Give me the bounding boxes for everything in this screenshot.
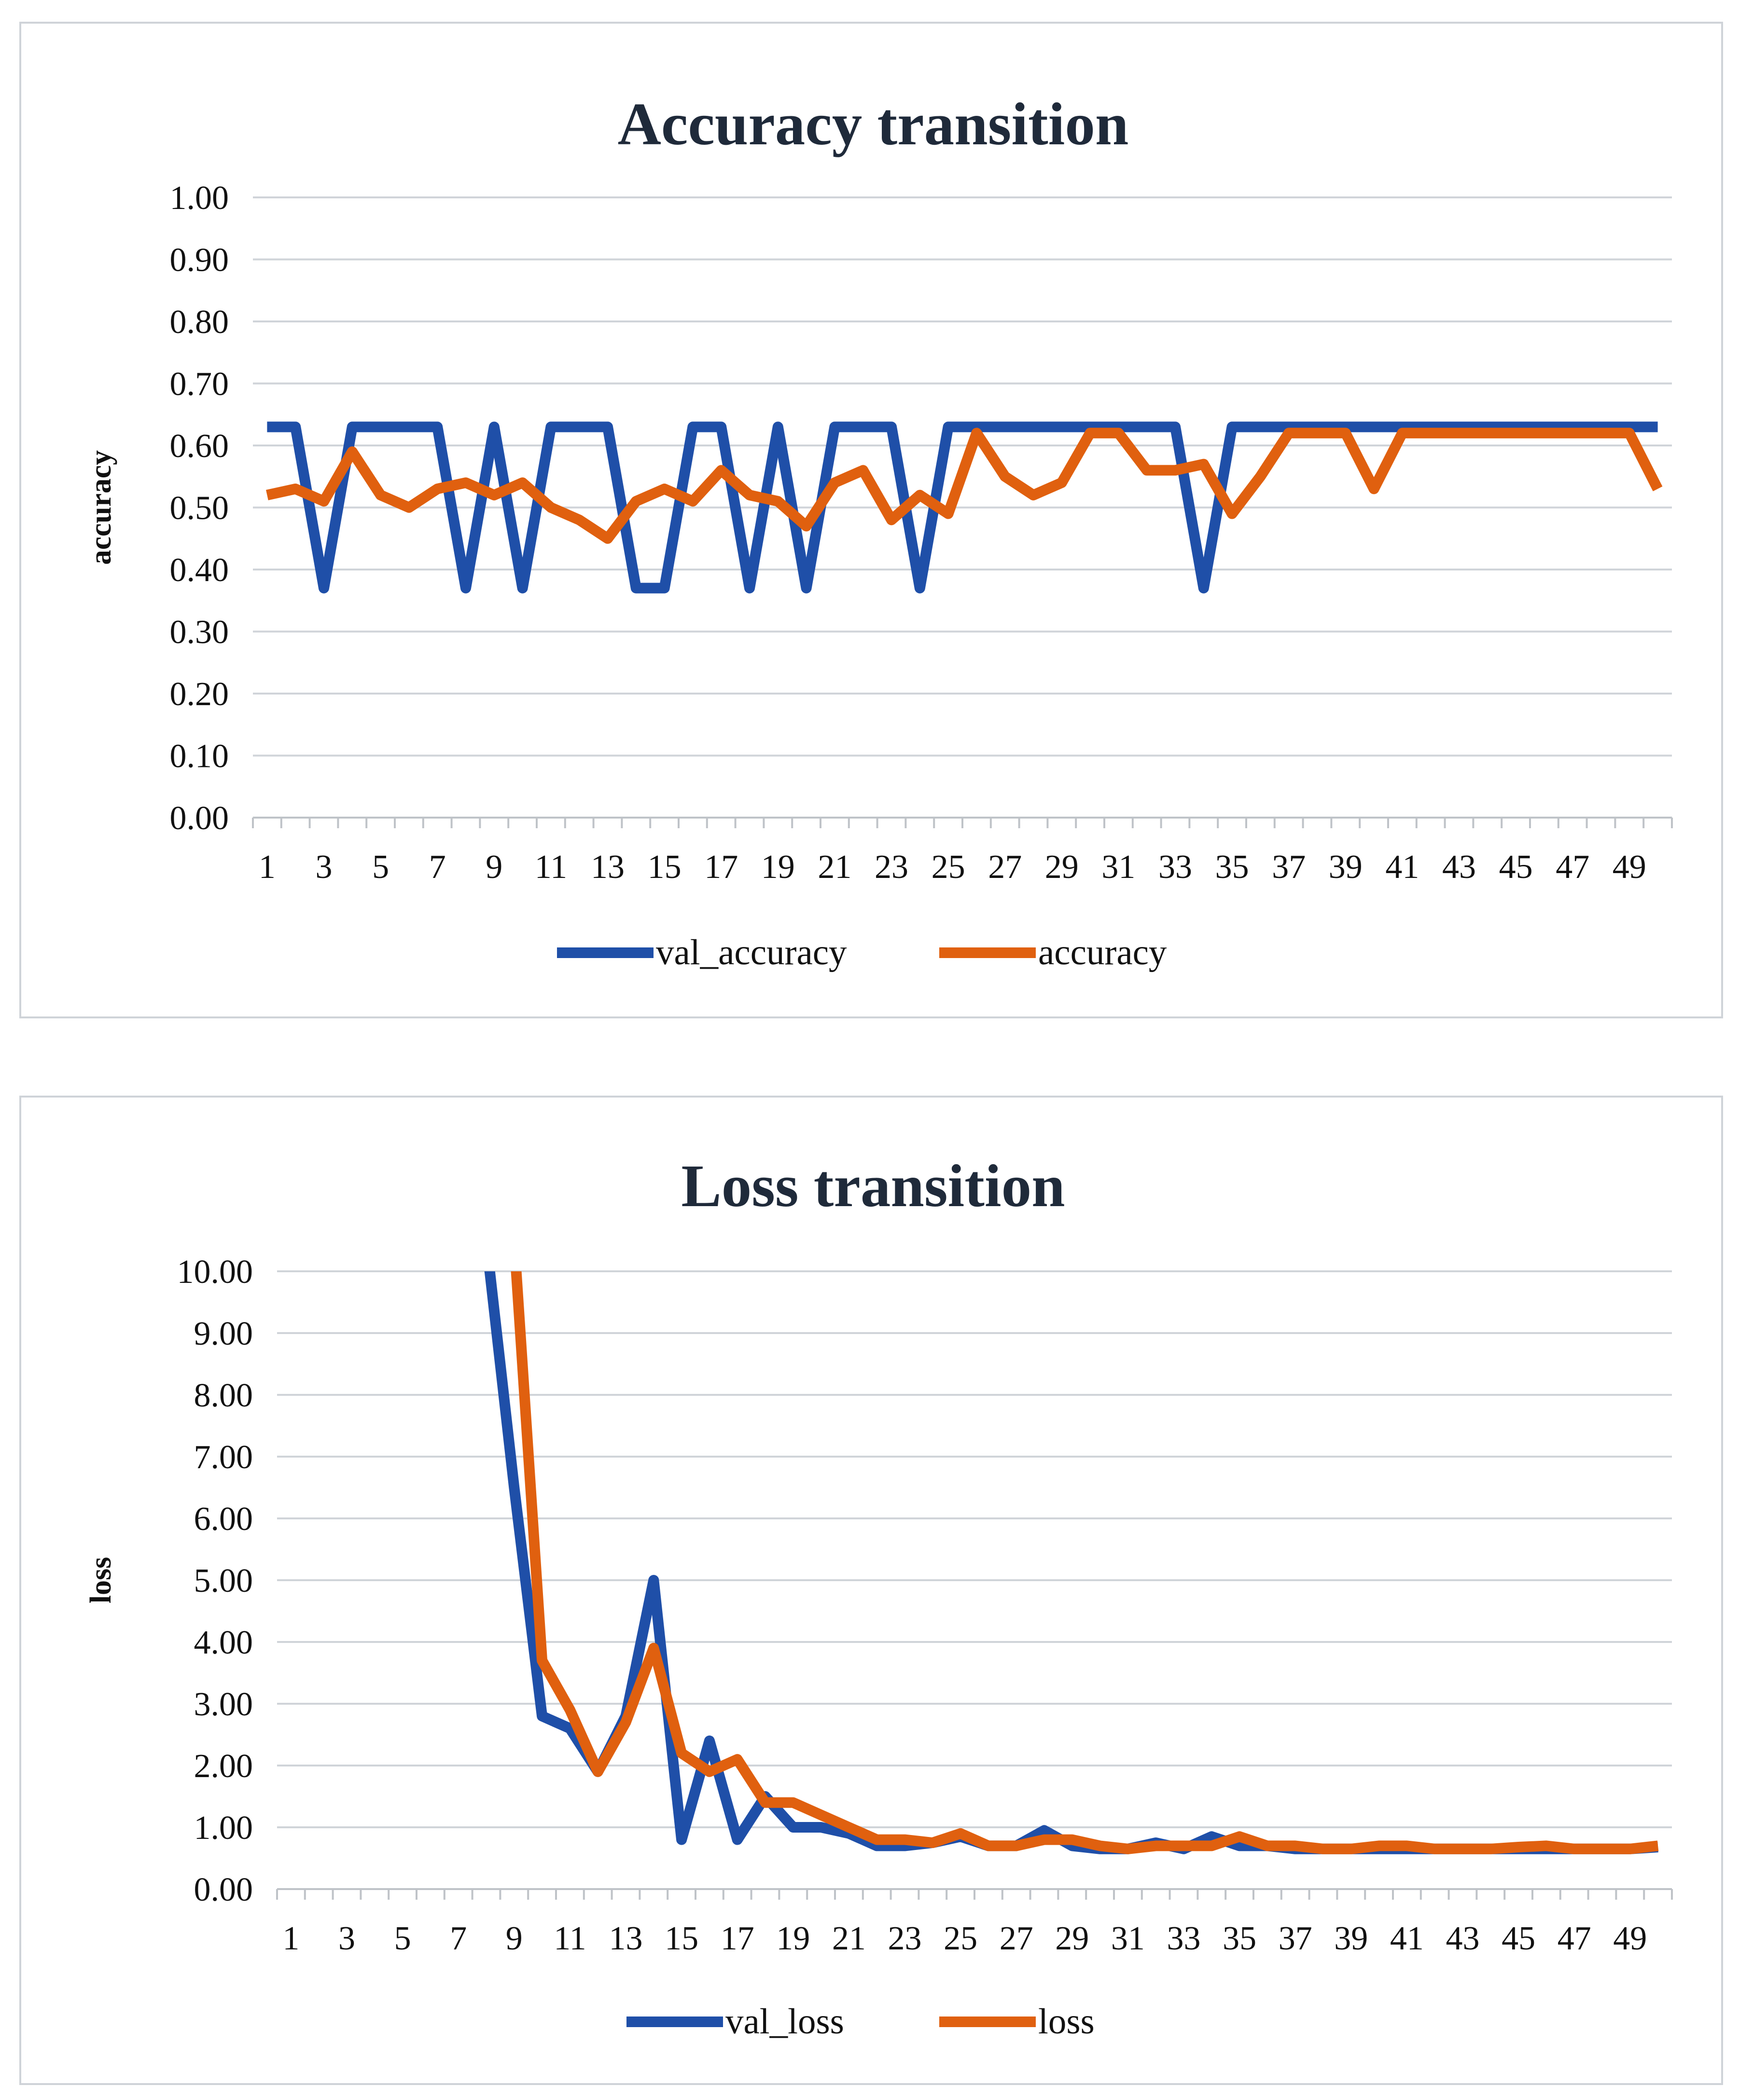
loss-y-tick-label: 3.00 (194, 1686, 253, 1723)
loss-x-tick-label: 15 (665, 1920, 698, 1957)
accuracy-x-tick-label: 27 (988, 848, 1022, 886)
accuracy-y-tick-label: 0.20 (170, 676, 229, 713)
accuracy-y-tick-label: 0.80 (170, 304, 229, 341)
loss-x-tick-label: 13 (609, 1920, 643, 1957)
accuracy-y-tick-label: 0.60 (170, 428, 229, 465)
legend-label-loss: loss (1038, 2002, 1095, 2042)
accuracy-series-line-accuracy (266, 428, 1663, 544)
loss-x-tick-label: 7 (450, 1920, 467, 1957)
loss-series-line-val-loss (484, 1271, 1658, 1854)
loss-y-tick-label: 9.00 (194, 1315, 253, 1352)
loss-y-axis-label: loss (84, 1557, 117, 1603)
accuracy-y-tick-label: 1.00 (170, 180, 229, 217)
loss-x-tick-label: 39 (1334, 1920, 1368, 1957)
accuracy-chart-title: Accuracy transition (618, 91, 1129, 158)
legend-label-accuracy: accuracy (1038, 932, 1167, 973)
loss-x-tick-label: 33 (1167, 1920, 1201, 1957)
accuracy-x-tick-label: 11 (535, 848, 567, 886)
loss-chart-panel: Loss transition loss 0.00 1.00 2.00 3.00 4.00 5… (19, 1096, 1723, 2085)
accuracy-y-tick-label: 0.30 (170, 614, 229, 651)
accuracy-x-tick-label: 3 (316, 848, 333, 886)
accuracy-x-tick-label: 9 (486, 848, 502, 886)
accuracy-x-tick-label: 45 (1499, 848, 1533, 886)
accuracy-x-tick-label: 21 (818, 848, 851, 886)
loss-series-line-loss (511, 1271, 1659, 1854)
accuracy-x-tick-label: 39 (1329, 848, 1363, 886)
accuracy-x-tick-label: 15 (648, 848, 682, 886)
loss-x-tick-label: 23 (888, 1920, 922, 1957)
loss-x-tick-label: 31 (1111, 1920, 1145, 1957)
accuracy-y-tick-label: 0.40 (170, 552, 229, 589)
loss-x-tick-label: 17 (721, 1920, 754, 1957)
loss-x-tick-label: 35 (1223, 1920, 1256, 1957)
loss-x-tick-label: 27 (1000, 1920, 1033, 1957)
loss-x-tick-label: 37 (1279, 1920, 1312, 1957)
loss-y-tick-label: 8.00 (194, 1377, 253, 1414)
loss-x-tick-label: 21 (832, 1920, 866, 1957)
loss-x-tick-label: 11 (554, 1920, 586, 1957)
accuracy-x-tick-label: 19 (761, 848, 795, 886)
accuracy-chart-svg: Accuracy transition accuracy 0.00 0.10 0.20 0… (84, 91, 1673, 973)
loss-chart-svg: Loss transition loss 0.00 1.00 2.00 3.00 4.00 5… (84, 1153, 1673, 2042)
accuracy-x-tick-label: 33 (1158, 848, 1192, 886)
accuracy-y-tick-label: 0.70 (170, 366, 229, 403)
accuracy-series-line-val-accuracy (267, 421, 1658, 594)
loss-y-tick-label: 7.00 (194, 1439, 253, 1476)
loss-x-tick-label: 49 (1613, 1920, 1647, 1957)
loss-y-tick-label: 2.00 (194, 1748, 253, 1785)
loss-chart-title: Loss transition (681, 1153, 1065, 1220)
loss-x-tick-label: 45 (1502, 1920, 1535, 1957)
accuracy-legend: val_accuracy accuracy (557, 932, 1167, 973)
loss-x-tick-label: 1 (282, 1920, 299, 1957)
loss-y-tick-label: 4.00 (194, 1624, 253, 1661)
accuracy-x-tick-label: 41 (1385, 848, 1419, 886)
accuracy-y-tick-label: 0.10 (170, 738, 229, 775)
loss-x-tick-label: 41 (1390, 1920, 1424, 1957)
accuracy-x-tick-label: 47 (1556, 848, 1589, 886)
accuracy-chart-panel: Accuracy transition accuracy 0.00 0.10 0.20 0… (19, 22, 1723, 1018)
loss-y-tick-label: 1.00 (194, 1809, 253, 1847)
loss-x-tick-label: 43 (1446, 1920, 1480, 1957)
loss-x-tick-label: 19 (776, 1920, 810, 1957)
loss-y-tick-label: 10.00 (177, 1253, 253, 1291)
loss-x-tick-label: 29 (1055, 1920, 1089, 1957)
accuracy-x-tick-label: 13 (591, 848, 625, 886)
loss-y-tick-label: 6.00 (194, 1501, 253, 1538)
accuracy-x-tick-label: 7 (429, 848, 446, 886)
loss-y-tick-label: 5.00 (194, 1562, 253, 1599)
loss-x-tick-label: 5 (394, 1920, 411, 1957)
accuracy-y-tick-label: 0.00 (170, 800, 229, 837)
loss-x-tick-label: 9 (506, 1920, 523, 1957)
legend-label-val-accuracy: val_accuracy (656, 932, 847, 973)
loss-x-tick-label: 25 (944, 1920, 977, 1957)
loss-legend: val_loss loss (626, 2002, 1095, 2042)
accuracy-x-tick-label: 1 (259, 848, 276, 886)
accuracy-y-axis-label: accuracy (84, 450, 117, 565)
accuracy-x-tick-label: 31 (1101, 848, 1135, 886)
accuracy-x-tick-label: 35 (1215, 848, 1249, 886)
accuracy-y-tick-label: 0.90 (170, 242, 229, 279)
accuracy-x-tick-label: 5 (372, 848, 389, 886)
accuracy-x-tick-label: 37 (1272, 848, 1306, 886)
accuracy-x-tick-label: 17 (704, 848, 738, 886)
loss-x-tick-label: 47 (1558, 1920, 1591, 1957)
loss-x-tick-label: 3 (338, 1920, 355, 1957)
accuracy-y-tick-label: 0.50 (170, 490, 229, 527)
accuracy-x-tick-label: 43 (1442, 848, 1476, 886)
accuracy-x-tick-label: 23 (875, 848, 908, 886)
accuracy-x-tick-label: 49 (1613, 848, 1646, 886)
accuracy-x-tick-label: 29 (1045, 848, 1079, 886)
accuracy-x-tick-label: 25 (932, 848, 965, 886)
legend-label-val-loss: val_loss (725, 2002, 844, 2042)
loss-y-tick-label: 0.00 (194, 1871, 253, 1908)
